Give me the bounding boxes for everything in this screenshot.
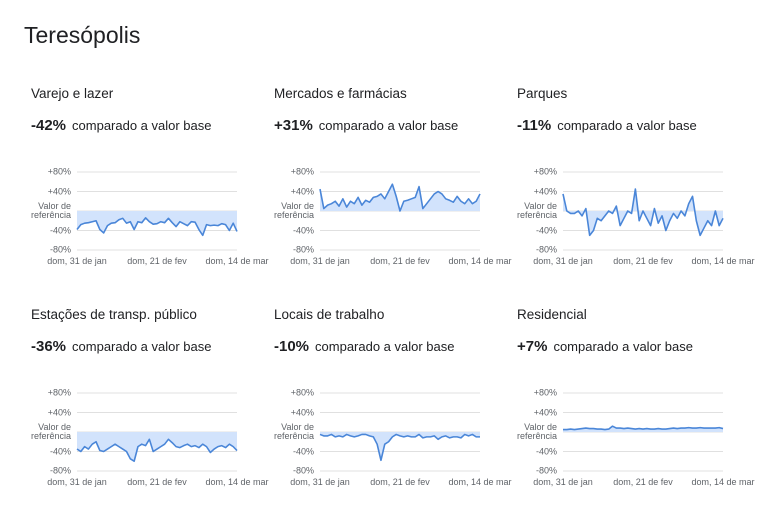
x-tick-label: dom, 14 de mar: [691, 256, 755, 266]
x-tick-label: dom, 14 de mar: [448, 256, 512, 266]
y-tick-label: +80%: [290, 166, 314, 177]
y-tick-label: -80%: [49, 244, 71, 255]
y-tick-label: +80%: [47, 166, 71, 177]
chart-title: Estações de transp. público: [31, 307, 197, 322]
y-tick-label: -40%: [49, 446, 71, 456]
x-tick-label: dom, 14 de mar: [691, 477, 755, 487]
x-tick-label: dom, 14 de mar: [205, 477, 269, 487]
chart: [76, 392, 238, 472]
x-tick-label: dom, 21 de fev: [613, 256, 673, 266]
chart-title: Varejo e lazer: [31, 86, 114, 101]
x-tick-label: dom, 21 de fev: [370, 256, 430, 266]
y-tick-label: +40%: [290, 407, 314, 417]
chart: [563, 392, 724, 472]
summary-text: comparado a valor base: [72, 339, 212, 354]
y-tick-label: +40%: [290, 186, 314, 196]
y-tick-label: Valor de referência: [30, 422, 71, 441]
x-tick-label: dom, 14 de mar: [205, 256, 269, 266]
summary: -42% comparado a valor base: [31, 117, 212, 135]
summary-value: +31%: [274, 117, 313, 134]
summary-text: comparado a valor base: [557, 118, 697, 133]
y-tick-label: +80%: [290, 387, 314, 398]
summary: +31% comparado a valor base: [274, 117, 458, 135]
x-tick-label: dom, 21 de fev: [127, 477, 187, 487]
x-tick-label: dom, 14 de mar: [448, 477, 512, 487]
y-tick-label: -80%: [49, 465, 71, 476]
y-tick-label: Valor de referência: [30, 201, 71, 220]
y-tick-label: -80%: [535, 244, 557, 255]
chart-panel: Residencial +7% comparado a valor base +80%…: [517, 301, 757, 501]
y-tick-label: +40%: [533, 407, 557, 417]
y-tick-label: Valor de referência: [516, 201, 557, 220]
x-tick-label: dom, 31 de jan: [533, 477, 593, 487]
x-tick-label: dom, 31 de jan: [533, 256, 593, 266]
chart-title: Locais de trabalho: [274, 307, 385, 322]
y-tick-label: +80%: [533, 166, 557, 177]
chart-title: Parques: [517, 86, 568, 101]
y-tick-label: -40%: [292, 446, 314, 456]
x-tick-label: dom, 31 de jan: [290, 256, 350, 266]
y-tick-label: -40%: [49, 225, 71, 235]
x-tick-label: dom, 21 de fev: [613, 477, 673, 487]
chart: [76, 171, 238, 251]
y-tick-label: -80%: [292, 244, 314, 255]
summary-value: -36%: [31, 338, 67, 355]
line: [319, 183, 481, 212]
x-tick-label: dom, 21 de fev: [370, 477, 430, 487]
x-tick-label: dom, 31 de jan: [290, 477, 350, 487]
line: [319, 433, 480, 462]
y-tick-label: +80%: [533, 387, 557, 398]
y-tick-label: -80%: [292, 465, 314, 476]
y-tick-label: +40%: [47, 407, 71, 417]
y-tick-label: +40%: [47, 186, 71, 196]
chart-title: Residencial: [517, 307, 587, 322]
y-tick-label: Valor de referência: [273, 201, 314, 220]
area: [320, 184, 480, 211]
chart: [562, 171, 724, 251]
chart: [319, 392, 480, 472]
y-tick-label: +40%: [533, 186, 557, 196]
summary: -36% comparado a valor base: [31, 338, 212, 356]
line: [76, 438, 238, 463]
summary: -11% comparado a valor base: [517, 117, 697, 135]
y-tick-label: -40%: [292, 225, 314, 235]
summary-value: -11%: [517, 117, 552, 134]
line: [562, 188, 724, 237]
summary-value: -42%: [31, 117, 67, 134]
line: [76, 217, 238, 237]
x-tick-label: dom, 31 de jan: [47, 256, 107, 266]
chart-title: Mercados e farmácias: [274, 86, 407, 101]
y-tick-label: Valor de referência: [273, 422, 314, 441]
summary-text: comparado a valor base: [72, 118, 212, 133]
summary-value: -10%: [274, 338, 310, 355]
chart-panel: Varejo e lazer -42% comparado a valor base…: [31, 80, 271, 280]
summary: -10% comparado a valor base: [274, 338, 455, 356]
summary-text: comparado a valor base: [315, 339, 455, 354]
y-tick-label: Valor de referência: [516, 422, 557, 441]
y-tick-label: -40%: [535, 446, 557, 456]
chart-panel: Locais de trabalho -10% comparado a valor …: [274, 301, 514, 501]
y-tick-label: +80%: [47, 387, 71, 398]
chart-panel: Parques -11% comparado a valor base +80% +40…: [517, 80, 757, 280]
area: [77, 432, 237, 462]
y-tick-label: -40%: [535, 225, 557, 235]
summary-text: comparado a valor base: [318, 118, 459, 133]
x-tick-label: dom, 21 de fev: [127, 256, 187, 266]
y-tick-label: -80%: [535, 465, 557, 476]
page-title: Teresópolis: [24, 22, 141, 48]
summary-value: +7%: [517, 338, 548, 355]
summary: +7% comparado a valor base: [517, 338, 693, 356]
summary-text: comparado a valor base: [553, 339, 693, 354]
chart-panel: Estações de transp. público -36% comparado…: [31, 301, 271, 501]
line: [563, 425, 724, 431]
chart: [319, 171, 481, 251]
chart-panel: Mercados e farmácias +31% comparado a valo…: [274, 80, 514, 280]
area: [563, 189, 723, 236]
x-tick-label: dom, 31 de jan: [47, 477, 107, 487]
